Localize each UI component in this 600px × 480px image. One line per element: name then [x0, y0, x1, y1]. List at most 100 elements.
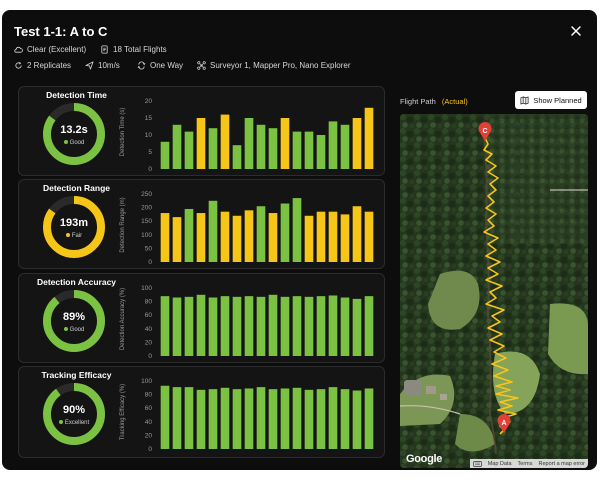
actual-flight-path [483, 137, 519, 435]
y-tick-label: 40 [145, 326, 153, 333]
metric-title: Tracking Efficacy [41, 370, 112, 380]
y-tick-label: 20 [145, 339, 153, 346]
bar [196, 213, 206, 262]
bar-chart: 0 20 40 60 80 100 [141, 285, 374, 360]
bar [316, 135, 326, 169]
metric-value: 13.2s [60, 124, 88, 136]
start-marker-label: A [501, 420, 506, 427]
bar [172, 297, 182, 356]
rating-dot [65, 233, 70, 238]
bar [280, 118, 290, 169]
bar [292, 296, 302, 356]
keyboard-icon[interactable] [472, 460, 482, 467]
gauge-ring [43, 290, 105, 352]
metric-title: Detection Range [42, 183, 111, 193]
metric-panel-tracking-efficacy: Tracking Efficacy 90% Excellent Tracking… [18, 366, 385, 458]
bar [244, 118, 254, 169]
metric-value: 90% [62, 404, 86, 416]
bar [316, 296, 326, 356]
chart-ylabel: Tracking Efficacy (%) [120, 383, 126, 441]
bar [304, 296, 314, 356]
bar [184, 296, 194, 356]
bar [328, 121, 338, 169]
gauge-ring [43, 103, 105, 165]
chart-ylabel: Detection Accuracy (%) [120, 287, 126, 351]
satellite-map [400, 114, 588, 468]
bar [364, 388, 374, 449]
bar [256, 387, 266, 449]
metric-rating: Fair [41, 233, 107, 239]
metric-value: 193m [59, 217, 89, 229]
bar [172, 387, 182, 449]
flight-map[interactable]: C A Google Map Data Terms Report a map e… [400, 114, 588, 468]
rating-dot [63, 140, 68, 145]
bar [196, 294, 206, 356]
rating-text: Fair [71, 233, 83, 239]
y-tick-label: 250 [141, 191, 152, 198]
bar [256, 296, 266, 356]
close-icon[interactable] [569, 24, 583, 38]
bar [352, 206, 362, 262]
bar [340, 124, 350, 169]
cloud-icon [14, 46, 23, 53]
bar [244, 388, 254, 449]
bar [352, 298, 362, 356]
refresh-icon [15, 62, 22, 69]
chart-ylabel: Detection Time (s) [120, 107, 126, 157]
show-planned-label: Show Planned [533, 95, 582, 105]
y-tick-label: 50 [145, 245, 153, 252]
dialog-title: Test 1-1: A to C [14, 24, 108, 39]
bar-chart: 0 20 40 60 80 100 [141, 378, 374, 453]
map-icon [520, 96, 529, 104]
gauge-arc [43, 383, 105, 445]
replicates-text: 2 Replicates [27, 61, 72, 70]
bar [304, 389, 314, 449]
bar [340, 214, 350, 262]
send-icon [85, 61, 94, 70]
y-tick-label: 150 [141, 218, 152, 225]
bar [280, 388, 290, 449]
bar [292, 387, 302, 449]
report-map-error-link[interactable]: Report a map error [538, 460, 585, 467]
gauge-arc [43, 103, 105, 165]
flight-test-dialog: Test 1-1: A to C Clear (Excellent) 18 To… [2, 10, 597, 470]
bar [280, 296, 290, 356]
google-logo: Google [406, 453, 443, 465]
bar [292, 131, 302, 169]
y-tick-label: 100 [141, 285, 152, 292]
end-marker-label: C [482, 128, 487, 135]
terms-link[interactable]: Terms [517, 460, 533, 467]
y-tick-label: 0 [148, 353, 152, 360]
bar [268, 389, 278, 449]
metric-title: Detection Accuracy [36, 277, 117, 287]
bar [196, 118, 206, 169]
bar [328, 211, 338, 262]
flight-path-route [483, 137, 519, 435]
gauge-ring [43, 196, 105, 258]
bar [268, 213, 278, 262]
map-footer: Map Data Terms Report a map error [469, 459, 588, 468]
bar [364, 296, 374, 356]
flights-text: 18 Total Flights [113, 45, 167, 54]
bar [244, 296, 254, 356]
y-tick-label: 60 [145, 405, 153, 412]
bar [160, 296, 170, 356]
map-data-link[interactable]: Map Data [487, 460, 512, 467]
bar [160, 385, 170, 449]
metric-panel-detection-range: Detection Range 193m Fair Detection Rang… [18, 179, 385, 269]
bar-chart: 0 50 100 150 200 250 [141, 191, 374, 266]
metric-title: Detection Time [46, 90, 107, 100]
end-marker[interactable]: C [477, 122, 493, 142]
start-marker[interactable]: A [496, 414, 512, 434]
weather-meta: Clear (Excellent) [14, 45, 86, 54]
bar [292, 198, 302, 262]
bar [196, 389, 206, 449]
bar [316, 211, 326, 262]
bar [268, 128, 278, 169]
y-tick-label: 10 [145, 132, 153, 139]
bar [268, 294, 278, 356]
metric-value: 89% [62, 311, 86, 323]
show-planned-button[interactable]: Show Planned [515, 91, 587, 109]
flight-path-mode: (Actual) [441, 97, 468, 106]
bar [184, 387, 194, 449]
